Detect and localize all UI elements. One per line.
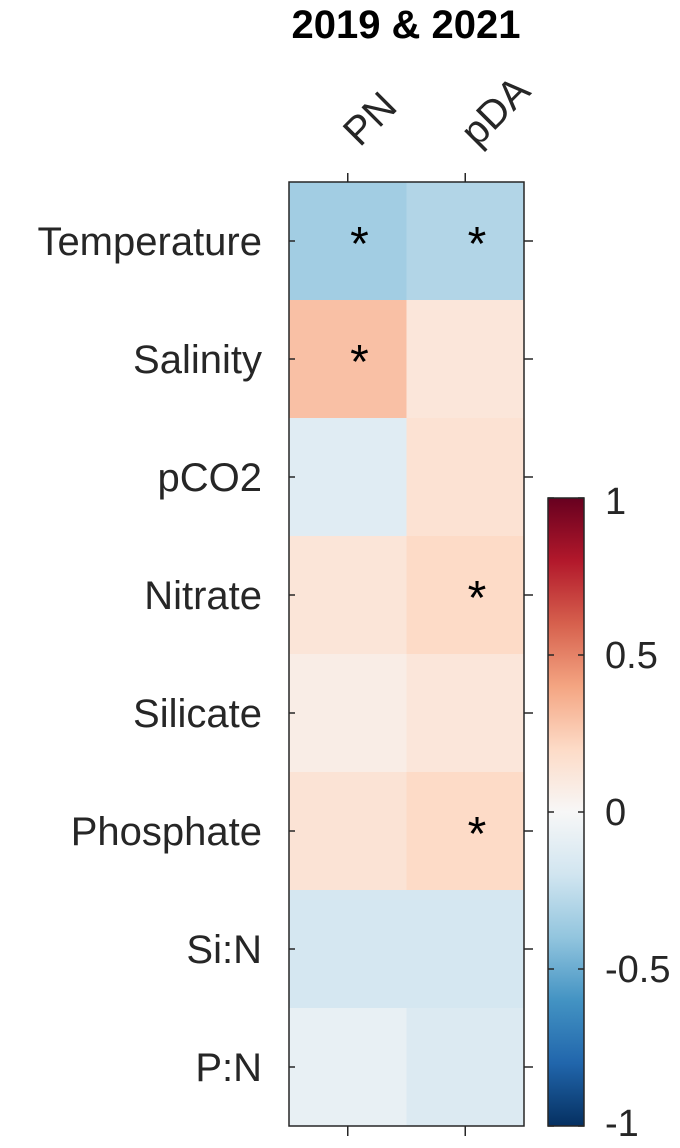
significance-marker: * bbox=[468, 572, 487, 625]
heatmap-cell bbox=[406, 182, 525, 301]
significance-marker: * bbox=[468, 218, 487, 271]
significance-marker: * bbox=[350, 336, 369, 389]
column-label: PN bbox=[335, 84, 405, 154]
row-label: pCO2 bbox=[158, 456, 263, 500]
row-label: Silicate bbox=[133, 692, 262, 736]
row-label: Si:N bbox=[186, 928, 262, 972]
heatmap-cell bbox=[289, 654, 407, 773]
heatmap-cell bbox=[406, 418, 525, 537]
row-label: Temperature bbox=[37, 220, 262, 264]
heatmap-cell bbox=[406, 536, 525, 655]
heatmap-cell bbox=[289, 1008, 407, 1127]
row-label: Nitrate bbox=[144, 574, 262, 618]
heatmap-cell bbox=[289, 300, 407, 419]
heatmap-cell bbox=[289, 772, 407, 891]
row-label: Phosphate bbox=[71, 810, 262, 854]
heatmap-cells bbox=[289, 182, 525, 1127]
heatmap-cell bbox=[406, 1008, 525, 1127]
row-labels: Temperature Salinity pCO2 Nitrate Silicate Ph… bbox=[37, 220, 262, 1090]
colorbar-tick-label: -1 bbox=[605, 1103, 639, 1145]
column-labels: PN pDA bbox=[335, 68, 539, 154]
plot-frame bbox=[288, 181, 525, 1127]
heatmap-cell bbox=[289, 536, 407, 655]
heatmap-cell bbox=[406, 300, 525, 419]
heatmap-cell bbox=[406, 772, 525, 891]
chart-title: 2019 & 2021 bbox=[291, 3, 520, 47]
heatmap-cell bbox=[289, 182, 407, 301]
axis-ticks bbox=[289, 173, 533, 1136]
column-label: pDA bbox=[453, 68, 539, 154]
heatmap-cell bbox=[406, 890, 525, 1009]
row-label: P:N bbox=[195, 1046, 262, 1090]
heatmap-cell bbox=[289, 890, 407, 1009]
significance-marker: * bbox=[468, 808, 487, 861]
colorbar-tick-label: 0 bbox=[605, 792, 626, 834]
colorbar-tick-label: 0.5 bbox=[605, 635, 658, 677]
significance-markers: * * * * * bbox=[350, 218, 486, 861]
significance-marker: * bbox=[350, 218, 369, 271]
colorbar-tick-label: -0.5 bbox=[605, 949, 670, 991]
heatmap-cell bbox=[406, 654, 525, 773]
heatmap-cell bbox=[289, 418, 407, 537]
row-label: Salinity bbox=[133, 338, 262, 382]
colorbar-tick-label: 1 bbox=[605, 481, 626, 523]
colorbar-ticks: 1 0.5 0 -0.5 -1 bbox=[548, 481, 670, 1145]
